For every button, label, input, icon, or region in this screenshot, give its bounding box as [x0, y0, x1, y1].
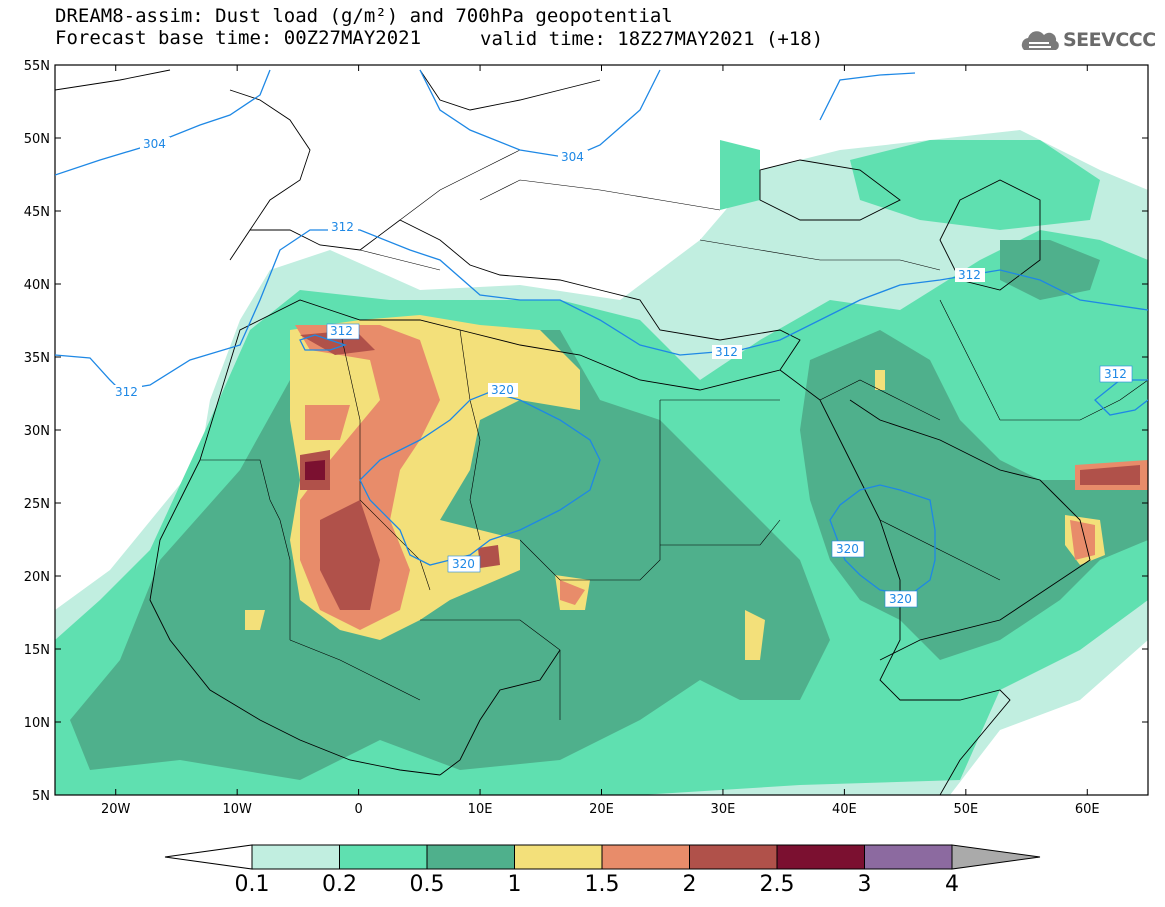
contour-label: 320 — [889, 592, 912, 606]
colorbar-swatch — [601, 844, 690, 870]
lat-tick-label: 50N — [24, 132, 50, 147]
colorbar-label: 2.5 — [759, 872, 795, 897]
longitude-axis: 20W 10W 0 10E 20E 30E 40E 50E 60E — [101, 65, 1100, 817]
lon-tick-label: 60E — [1075, 802, 1100, 817]
colorbar-swatch — [864, 844, 953, 870]
contour-label: 312 — [115, 385, 138, 399]
map-title: DREAM8-assim: Dust load (g/m²) and 700hP… — [55, 5, 673, 27]
lon-tick-label: 30E — [711, 802, 736, 817]
colorbar-swatch — [776, 844, 865, 870]
lat-tick-label: 5N — [32, 789, 50, 804]
colorbar-label: 0.2 — [322, 872, 357, 897]
colorbar-label: 0.1 — [234, 872, 270, 897]
lat-tick-label: 20N — [24, 570, 50, 585]
forecast-base-time: Forecast base time: 00Z27MAY2021 — [55, 27, 422, 49]
lat-tick-label: 35N — [24, 351, 50, 366]
lon-tick-label: 10W — [222, 802, 252, 817]
contour-label: 304 — [143, 137, 166, 151]
contour-label: 304 — [561, 150, 584, 164]
latitude-axis: 55N 50N 45N 40N 35N 30N 25N 20N 15N 10N 5N — [24, 59, 1148, 804]
colorbar-label: 4 — [945, 872, 959, 897]
colorbar — [164, 844, 1041, 870]
contour-label: 312 — [1104, 367, 1127, 381]
colorbar-swatch — [339, 844, 428, 870]
contour-label: 312 — [331, 220, 354, 234]
lat-tick-label: 25N — [24, 497, 50, 512]
valid-time: valid time: 18Z27MAY2021 (+18) — [480, 28, 824, 50]
lat-tick-label: 55N — [24, 59, 50, 74]
seevccc-logo: SEEVCCC — [1063, 29, 1156, 51]
colorbar-swatch — [689, 844, 778, 870]
dust-fields — [55, 130, 1148, 795]
contour-label: 312 — [330, 324, 353, 338]
lat-tick-label: 40N — [24, 278, 50, 293]
contour-label: 312 — [958, 268, 981, 282]
contour-labels: 304 304 312 312 312 312 312 312 320 320 … — [112, 137, 1133, 608]
colorbar-label: 2 — [682, 872, 697, 897]
colorbar-low-arrow — [164, 844, 253, 870]
lon-tick-label: 20W — [101, 802, 131, 817]
colorbar-label: 0.5 — [409, 872, 445, 897]
cloud-icon — [1021, 31, 1059, 50]
contour-label: 312 — [715, 345, 738, 359]
colorbar-swatch — [514, 844, 603, 870]
country-borders — [200, 149, 1148, 720]
colorbar-swatch — [251, 844, 340, 870]
lat-tick-label: 45N — [24, 205, 50, 220]
lat-tick-label: 15N — [24, 643, 50, 658]
coastlines — [55, 69, 1091, 795]
colorbar-swatch — [426, 844, 515, 870]
lon-tick-label: 0 — [354, 802, 362, 817]
lon-tick-label: 40E — [832, 802, 857, 817]
colorbar-high-arrow — [951, 844, 1041, 870]
contour-label: 320 — [452, 557, 475, 571]
colorbar-label: 1.5 — [584, 872, 620, 897]
lat-tick-label: 10N — [24, 716, 50, 731]
lon-tick-label: 50E — [953, 802, 978, 817]
colorbar-label: 3 — [857, 872, 872, 897]
contour-label: 320 — [491, 383, 514, 397]
lon-tick-label: 10E — [468, 802, 493, 817]
contour-label: 320 — [836, 542, 859, 556]
lat-tick-label: 30N — [24, 424, 50, 439]
colorbar-label: 1 — [507, 872, 522, 897]
lon-tick-label: 20E — [589, 802, 614, 817]
